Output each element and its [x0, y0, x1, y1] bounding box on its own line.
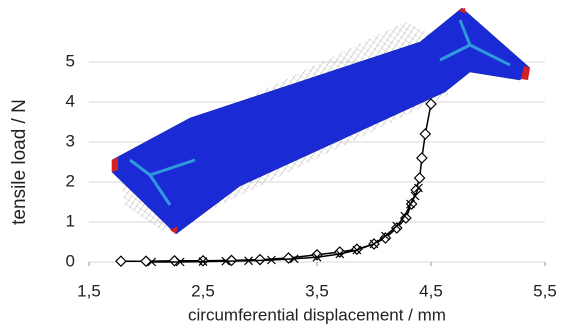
diamond-marker	[335, 247, 345, 257]
x-tick-label: 3,5	[305, 281, 329, 300]
y-tick-label: 1	[66, 211, 75, 230]
x-axis-label: circumferential displacement / mm	[188, 305, 446, 324]
chart: circumferential displacement / mm tensil…	[0, 0, 569, 330]
specimen-illustration	[112, 8, 530, 234]
x-tick-label: 5,5	[533, 281, 557, 300]
diamond-marker	[417, 153, 427, 163]
y-tick-label: 2	[66, 171, 75, 190]
diamond-marker	[116, 256, 126, 266]
y-tick-label: 5	[66, 51, 75, 70]
x-tick-label: 1,5	[77, 281, 101, 300]
x-tick-label: 2,5	[191, 281, 215, 300]
diamond-marker	[312, 250, 322, 260]
diamond-marker	[420, 129, 430, 139]
y-tick-label: 4	[66, 91, 75, 110]
x-tick-label: 4,5	[419, 281, 443, 300]
y-tick-label: 3	[66, 131, 75, 150]
y-tick-label: 0	[66, 251, 75, 270]
y-axis-label: tensile load / N	[9, 99, 30, 225]
